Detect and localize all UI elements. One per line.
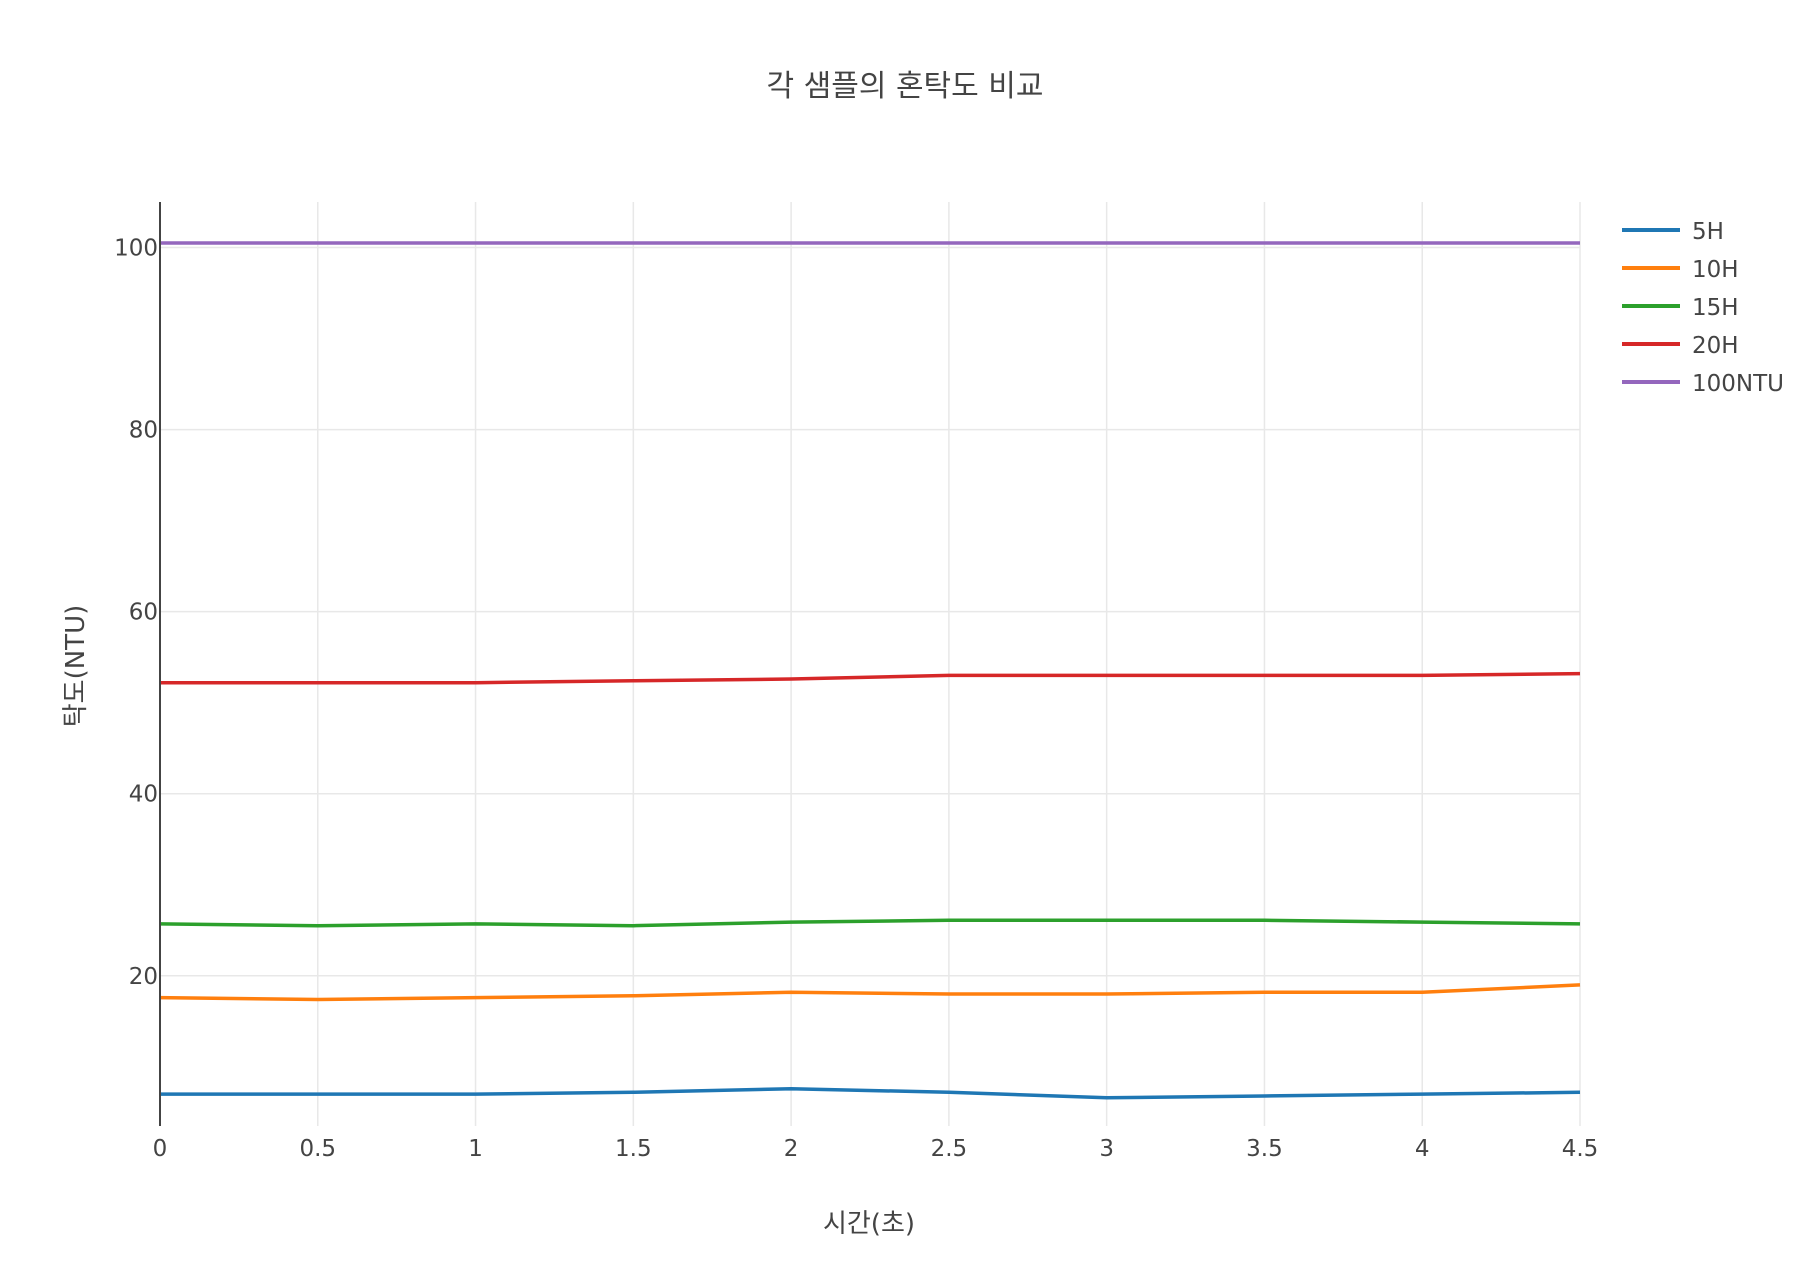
- legend-label: 100NTU: [1692, 371, 1784, 397]
- y-tick-label: 20: [129, 964, 158, 990]
- legend-label: 20H: [1692, 333, 1739, 359]
- x-tick-label: 2.5: [931, 1136, 968, 1162]
- y-tick-labels: 20 40 60 80 100: [114, 236, 158, 990]
- y-tick-label: 100: [114, 236, 158, 262]
- y-axis-title: 탁도(NTU): [61, 605, 91, 728]
- legend-item-20h[interactable]: 20H: [1622, 333, 1739, 359]
- x-tick-label: 4: [1415, 1136, 1430, 1162]
- x-tick-label: 1: [468, 1136, 483, 1162]
- x-tick-label: 0: [153, 1136, 168, 1162]
- series-line-5h: [160, 1086, 1581, 1100]
- grid-lines: [160, 202, 1581, 1126]
- x-tick-label: 3: [1099, 1136, 1114, 1162]
- x-axis-title: 시간(초): [823, 1209, 915, 1239]
- y-tick-label: 60: [129, 600, 158, 626]
- legend-item-100ntu[interactable]: 100NTU: [1622, 371, 1784, 397]
- x-tick-label: 2: [784, 1136, 799, 1162]
- series-lines: [159, 241, 1581, 1100]
- legend-label: 15H: [1692, 295, 1739, 321]
- y-tick-label: 80: [129, 418, 158, 444]
- legend-item-10h[interactable]: 10H: [1622, 257, 1739, 283]
- x-tick-labels: 0 0.5 1 1.5 2 2.5 3 3.5 4 4.5: [153, 1136, 1599, 1162]
- y-tick-label: 40: [129, 782, 158, 808]
- legend-item-15h[interactable]: 15H: [1622, 295, 1739, 321]
- legend-label: 10H: [1692, 257, 1739, 283]
- series-line-20h: [160, 671, 1581, 685]
- x-tick-label: 0.5: [299, 1136, 336, 1162]
- x-tick-label: 3.5: [1246, 1136, 1283, 1162]
- x-tick-label: 4.5: [1562, 1136, 1599, 1162]
- legend-item-5h[interactable]: 5H: [1622, 219, 1724, 245]
- series-line-15h: [159, 918, 1581, 928]
- x-tick-label: 1.5: [615, 1136, 652, 1162]
- legend[interactable]: 5H 10H 15H 20H 100NTU: [1622, 219, 1784, 397]
- legend-label: 5H: [1692, 219, 1724, 245]
- series-line-10h: [159, 983, 1581, 1002]
- chart-title: 각 샘플의 혼탁도 비교: [766, 69, 1043, 104]
